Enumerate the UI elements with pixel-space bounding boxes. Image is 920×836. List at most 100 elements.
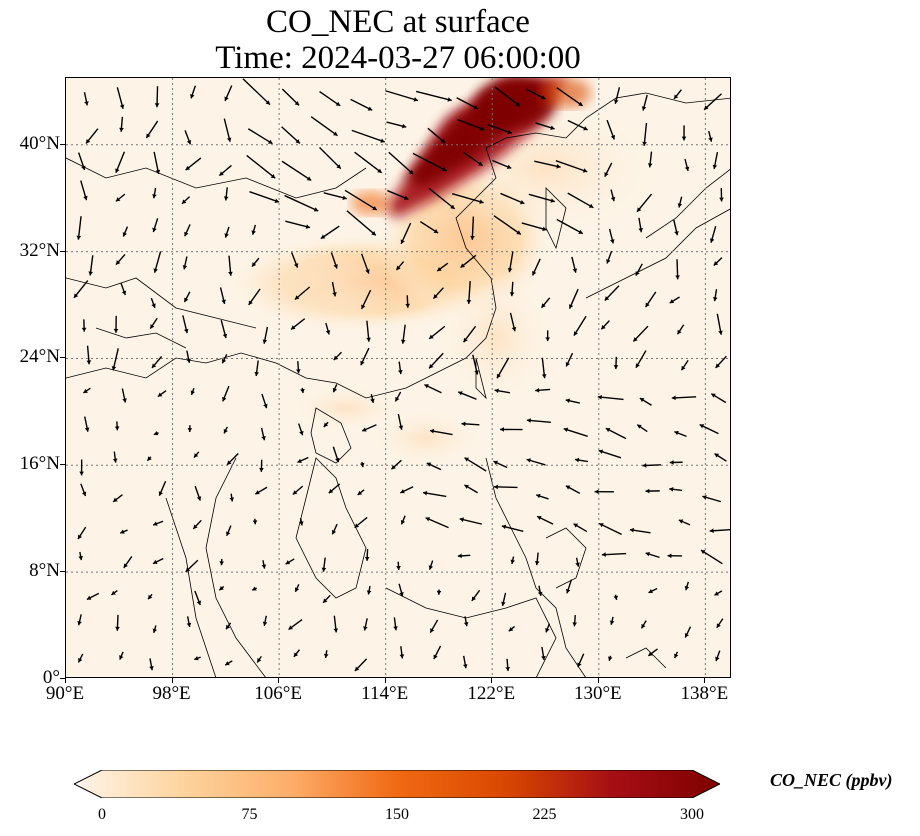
wind-arrow bbox=[193, 451, 200, 458]
wind-arrow bbox=[394, 391, 402, 402]
wind-arrow bbox=[676, 324, 685, 335]
wind-arrow bbox=[678, 519, 691, 526]
lon-tick-mark bbox=[278, 678, 280, 683]
wind-arrow bbox=[114, 421, 120, 431]
wind-arrow bbox=[262, 615, 268, 627]
lat-tick-mark bbox=[60, 143, 65, 145]
lon-tick-label: 138°E bbox=[680, 683, 729, 704]
lon-tick-label: 98°E bbox=[152, 683, 191, 704]
wind-arrow bbox=[640, 620, 647, 629]
wind-arrow bbox=[541, 646, 546, 661]
lon-tick-mark bbox=[491, 678, 493, 683]
wind-arrow bbox=[361, 424, 377, 432]
wind-arrow bbox=[715, 355, 727, 369]
wind-arrow bbox=[684, 581, 690, 591]
wind-arrow bbox=[333, 351, 342, 361]
wind-arrow bbox=[218, 585, 225, 591]
wind-arrow bbox=[115, 193, 126, 202]
wind-arrow bbox=[669, 460, 683, 465]
colorbar-tick-label: 75 bbox=[241, 806, 258, 823]
wind-arrow bbox=[684, 626, 692, 638]
wind-arrow bbox=[645, 291, 657, 308]
wind-arrow bbox=[300, 387, 305, 394]
wind-arrow bbox=[157, 390, 167, 398]
wind-arrow bbox=[185, 559, 199, 573]
wind-arrow bbox=[190, 387, 196, 396]
wind-arrow bbox=[535, 387, 551, 393]
wind-arrow bbox=[464, 484, 478, 494]
wind-arrow bbox=[493, 460, 508, 469]
wind-arrow bbox=[574, 457, 589, 463]
wind-arrow bbox=[346, 210, 377, 236]
wind-arrow bbox=[119, 116, 124, 132]
wind-arrow bbox=[684, 158, 690, 172]
wind-arrow bbox=[294, 584, 300, 593]
wind-arrow bbox=[496, 357, 510, 379]
wind-arrow bbox=[153, 251, 162, 273]
lat-tick-label: 16°N bbox=[19, 453, 60, 475]
wind-arrow bbox=[119, 651, 124, 660]
wind-arrow bbox=[463, 152, 484, 167]
wind-arrow bbox=[563, 427, 588, 437]
wind-arrow bbox=[647, 648, 658, 657]
wind-arrow bbox=[73, 280, 89, 299]
wind-arrow bbox=[636, 424, 648, 433]
wind-arrow bbox=[510, 556, 516, 565]
wind-arrow bbox=[112, 451, 118, 463]
wind-arrow bbox=[565, 398, 581, 404]
wind-arrow bbox=[712, 289, 718, 302]
wind-arrow bbox=[565, 485, 581, 494]
lon-tick-mark bbox=[384, 678, 386, 683]
wind-arrow bbox=[428, 560, 434, 570]
wind-arrow bbox=[577, 653, 585, 668]
wind-arrow bbox=[675, 259, 680, 280]
wind-arrow bbox=[261, 393, 268, 409]
wind-arrow bbox=[395, 261, 405, 271]
wind-arrow bbox=[573, 315, 587, 336]
wind-arrow bbox=[567, 192, 594, 209]
wind-arrow bbox=[252, 518, 258, 525]
wind-arrow bbox=[111, 590, 118, 596]
wind-arrow bbox=[699, 423, 719, 435]
wind-arrow bbox=[182, 315, 189, 334]
wind-arrow bbox=[594, 489, 614, 495]
colorbar-label: CO_NEC (ppbv) bbox=[770, 770, 893, 790]
wind-arrow bbox=[428, 352, 444, 369]
wind-arrow bbox=[457, 118, 485, 131]
wind-arrow bbox=[605, 427, 627, 440]
lon-tick-label: 122°E bbox=[467, 683, 516, 704]
wind-arrow bbox=[219, 558, 225, 566]
wind-arrow bbox=[493, 215, 522, 235]
wind-arrow bbox=[323, 192, 347, 201]
wind-arrow bbox=[540, 297, 551, 309]
wind-arrow bbox=[145, 120, 159, 139]
lon-tick-mark bbox=[704, 678, 706, 683]
wind-arrow bbox=[714, 590, 723, 596]
wind-arrow bbox=[556, 87, 584, 107]
wind-arrow bbox=[716, 618, 724, 629]
wind-arrow bbox=[500, 192, 525, 205]
wind-arrow bbox=[422, 490, 447, 498]
wind-arrow bbox=[354, 151, 383, 174]
wind-arrow bbox=[83, 92, 89, 106]
wind-arrow bbox=[604, 162, 613, 177]
wind-arrow bbox=[284, 194, 319, 212]
wind-arrow bbox=[608, 228, 615, 244]
wind-arrow bbox=[123, 556, 133, 569]
wind-arrow bbox=[396, 561, 401, 571]
wind-arrow bbox=[458, 391, 477, 400]
lat-tick-label: 24°N bbox=[19, 346, 60, 368]
wind-arrow bbox=[597, 394, 624, 401]
wind-arrow bbox=[84, 416, 90, 432]
wind-arrow bbox=[667, 553, 683, 559]
wind-arrow bbox=[222, 385, 230, 402]
wind-arrow bbox=[113, 315, 119, 333]
wind-arrow bbox=[645, 488, 660, 494]
wind-arrow bbox=[535, 493, 549, 500]
wind-arrow bbox=[246, 154, 276, 179]
lon-tick-label: 106°E bbox=[254, 683, 302, 704]
wind-arrow bbox=[331, 281, 337, 297]
wind-arrow bbox=[432, 287, 444, 300]
wind-arrow bbox=[83, 387, 91, 394]
wind-arrow bbox=[429, 619, 439, 634]
